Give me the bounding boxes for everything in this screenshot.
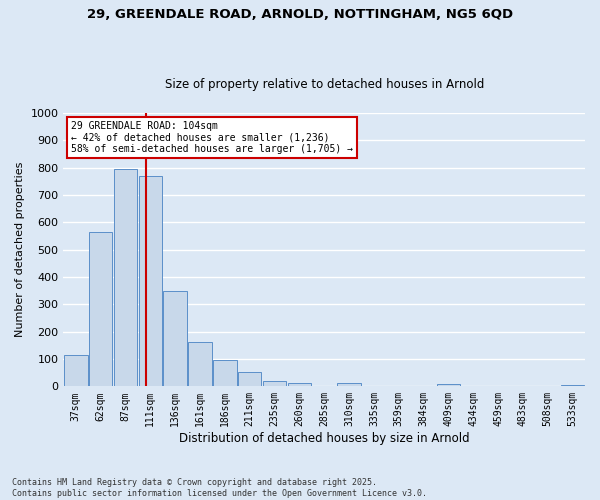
Text: 29, GREENDALE ROAD, ARNOLD, NOTTINGHAM, NG5 6QD: 29, GREENDALE ROAD, ARNOLD, NOTTINGHAM, … (87, 8, 513, 20)
Bar (89, 232, 112, 386)
Bar (188, 342, 212, 386)
Text: Contains HM Land Registry data © Crown copyright and database right 2025.
Contai: Contains HM Land Registry data © Crown c… (12, 478, 427, 498)
X-axis label: Distribution of detached houses by size in Arnold: Distribution of detached houses by size … (179, 432, 470, 445)
Bar (114, 169, 137, 386)
Title: Size of property relative to detached houses in Arnold: Size of property relative to detached ho… (164, 78, 484, 91)
Bar (287, 383, 311, 386)
Bar (263, 382, 286, 386)
Bar (64, 355, 88, 386)
Bar (437, 384, 460, 386)
Bar (337, 384, 361, 386)
Bar (561, 385, 584, 386)
Bar (163, 290, 187, 386)
Text: 29 GREENDALE ROAD: 104sqm
← 42% of detached houses are smaller (1,236)
58% of se: 29 GREENDALE ROAD: 104sqm ← 42% of detac… (71, 121, 353, 154)
Bar (238, 372, 262, 386)
Bar (139, 176, 162, 386)
Y-axis label: Number of detached properties: Number of detached properties (15, 162, 25, 338)
Bar (213, 360, 236, 386)
